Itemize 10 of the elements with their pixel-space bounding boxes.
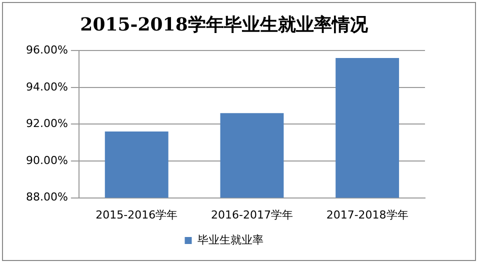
y-tick-label: 88.00% bbox=[26, 190, 68, 204]
y-tick-label: 92.00% bbox=[26, 117, 68, 130]
legend-label: 毕业生就业率 bbox=[197, 233, 264, 246]
y-tick-label: 96.00% bbox=[26, 43, 68, 56]
y-tick-label: 90.00% bbox=[26, 154, 68, 167]
x-tick-label: 2015-2016学年 bbox=[96, 208, 178, 222]
chart-title: 2015-2018学年毕业生就业率情况 bbox=[80, 14, 369, 36]
x-tick-label: 2016-2017学年 bbox=[210, 208, 293, 222]
x-tick-label: 2017-2018学年 bbox=[326, 208, 408, 222]
y-tick-label: 94.00% bbox=[26, 80, 68, 94]
